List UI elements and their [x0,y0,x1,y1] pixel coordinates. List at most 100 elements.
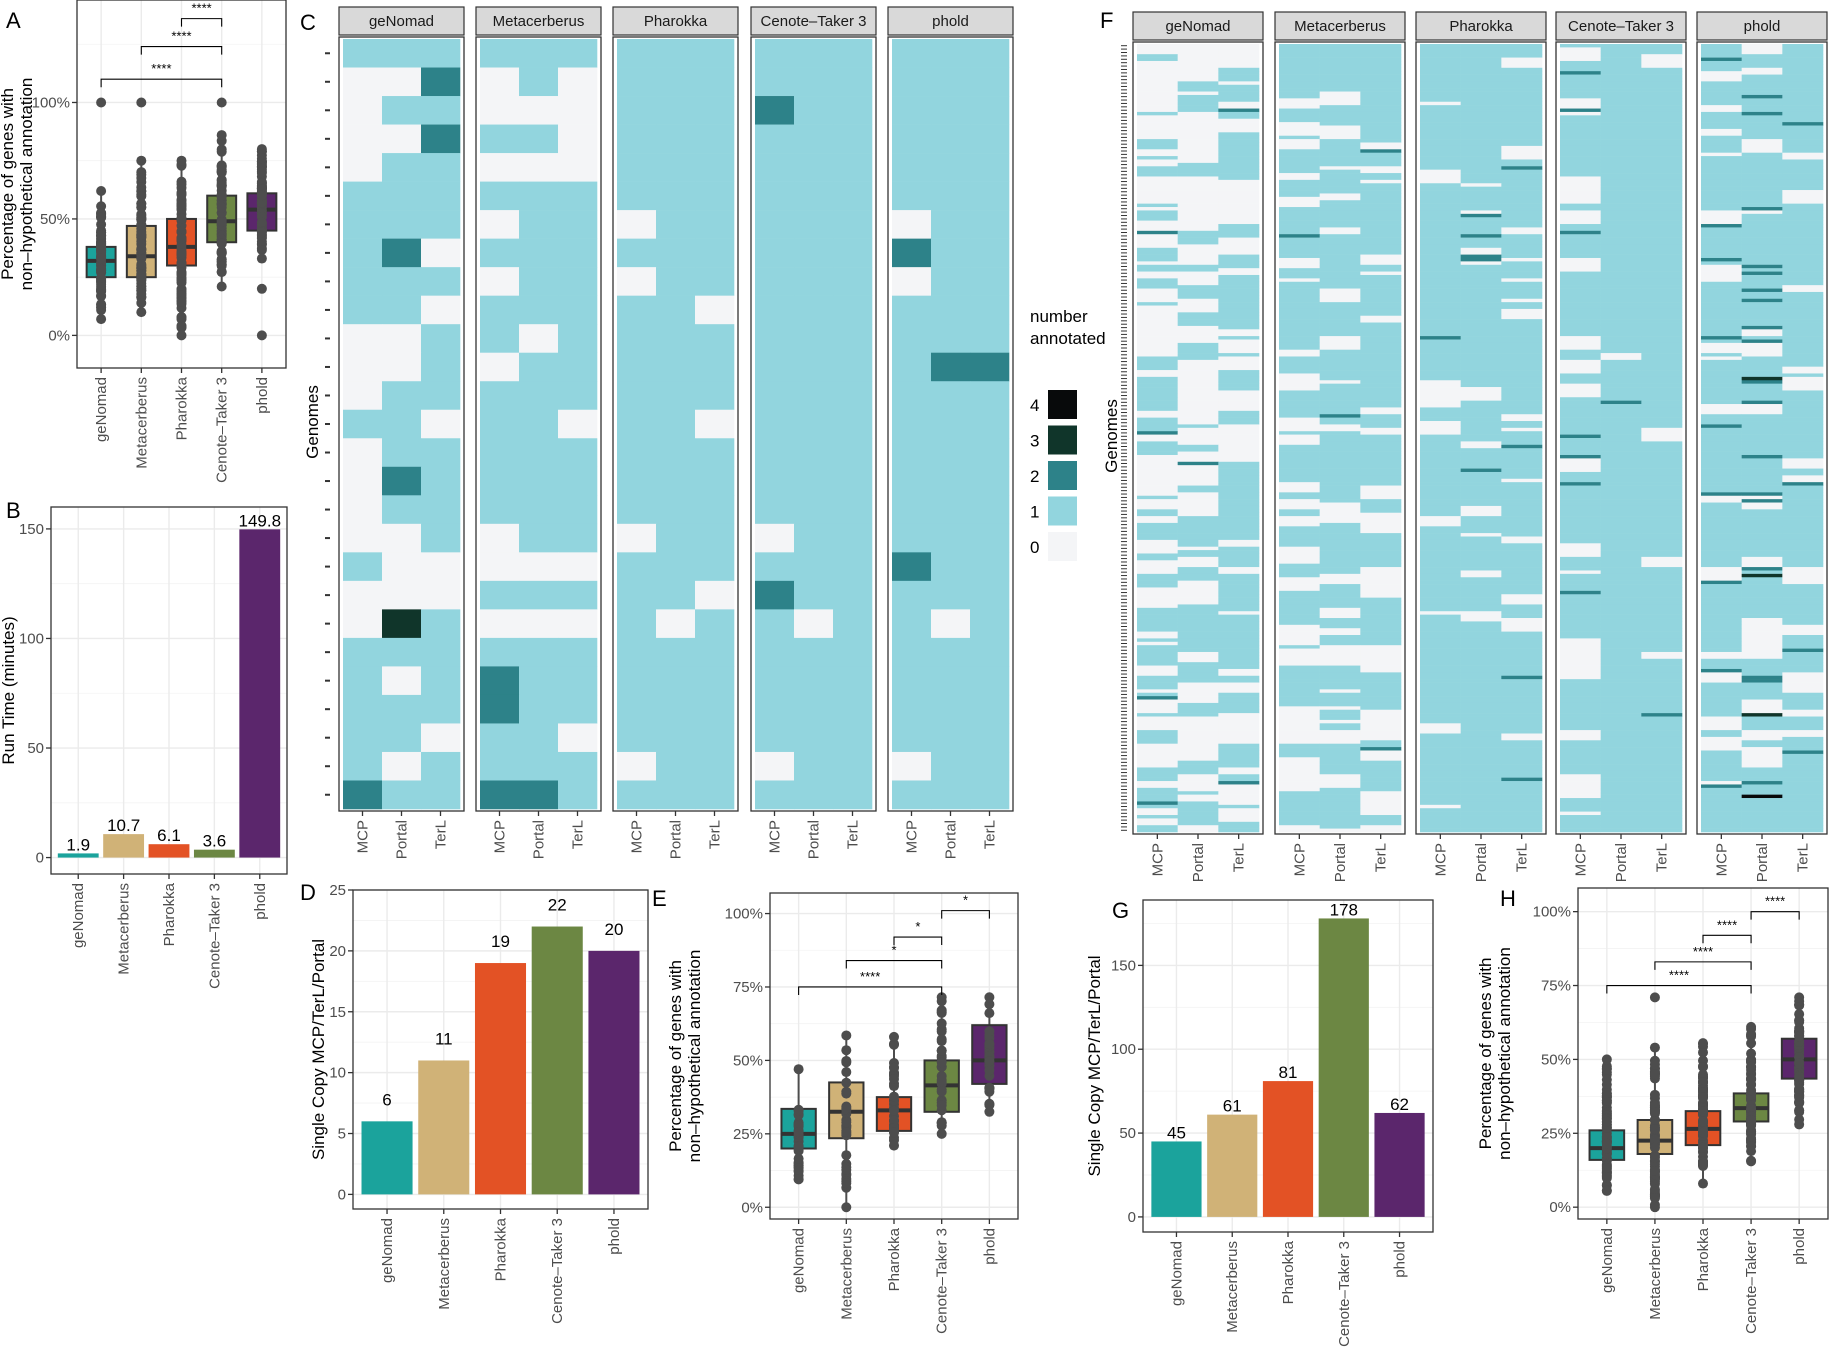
heat-cell [1641,539,1683,544]
heat-cell [1218,465,1260,469]
heat-cell [1501,556,1543,561]
heat-cell [1460,696,1502,700]
heat-cell [1501,241,1543,245]
heat-cell [794,780,834,810]
heat-cell [1782,492,1824,497]
heat-cell [1641,217,1683,221]
heat-cell [1600,740,1642,744]
heat-cell [1600,183,1642,187]
heat-cell [1501,159,1543,164]
heat-cell [1177,794,1219,799]
heat-cell [1701,166,1742,170]
heat-cell [1560,77,1601,82]
heat-cell [1600,251,1642,255]
heat-cell [1501,274,1543,279]
heat-cell [656,694,696,724]
heat-cell [1420,607,1461,612]
heat-cell [1560,359,1601,364]
heat-cell [382,39,422,68]
data-point [841,1150,852,1161]
x-tick-label: Metacerberus [436,1218,453,1310]
heat-cell [1501,329,1543,334]
heat-cell [1279,118,1320,123]
heat-cell [1460,173,1502,177]
heat-cell [1360,176,1402,181]
heat-cell [1177,668,1219,673]
heat-cell [1279,536,1320,541]
heat-cell [1501,156,1543,160]
heat-cell [1137,336,1178,340]
heat-cell [1137,747,1178,751]
data-point [176,179,187,190]
heat-cell [1360,784,1402,789]
heat-cell [1137,207,1178,211]
heat-cell [1218,135,1260,140]
heat-cell [1218,682,1260,687]
data-point [256,227,267,238]
heat-cell [1177,536,1219,541]
heat-cell [1641,696,1683,700]
heat-cell [1360,434,1402,439]
heat-cell [1701,349,1742,354]
heat-cell [1420,522,1461,527]
heat-cell [1360,767,1402,772]
data-point [889,1091,899,1102]
heat-cell [1560,798,1601,802]
heat-cell [1460,424,1502,429]
heat-cell [1137,241,1178,245]
heat-cell [1360,295,1402,300]
heat-cell [1641,359,1683,364]
heat-cell [1279,597,1320,602]
heat-cell [1460,122,1502,126]
heat-cell [1218,781,1260,785]
data-point [1649,1184,1660,1195]
heat-cell [1177,716,1219,721]
heat-cell [1420,234,1461,238]
heat-cell [1501,203,1543,208]
heat-cell [1360,811,1402,816]
heat-cell [1460,774,1502,778]
heat-cell [1701,71,1742,75]
heat-cell [1279,556,1320,561]
heat-cell [1420,702,1461,707]
heat-cell [1279,224,1320,228]
heat-cell [1600,203,1642,208]
heat-cell [1460,118,1502,123]
heat-cell [1460,488,1502,493]
heat-cell [1319,594,1361,598]
heat-cell [1319,261,1361,266]
heat-cell [1137,692,1178,697]
heat-cell [1420,366,1461,371]
heat-cell [1641,312,1683,317]
heat-cell [1279,60,1320,65]
heat-cell [1641,719,1683,724]
heat-cell [1218,60,1260,65]
heat-cell [1741,325,1783,330]
heat-cell [1600,98,1642,103]
heat-cell [1741,64,1783,69]
heat-cell [1279,621,1320,626]
heat-cell [617,780,657,810]
heat-cell [480,352,520,382]
heat-cell [1137,50,1178,55]
heat-cell [1279,499,1320,503]
heat-cell [1641,441,1683,446]
heat-cell [1701,50,1742,55]
heat-cell [1560,339,1601,344]
heat-cell [833,352,873,382]
heat-cell [1641,64,1683,69]
heat-cell [1641,366,1683,371]
heat-cell [1137,539,1178,544]
heat-cell [1600,47,1642,52]
heat-cell [1460,458,1502,463]
heat-cell [1177,485,1219,490]
heat-cell [1560,332,1601,337]
heat-cell [617,381,657,411]
heat-cell [1460,441,1502,446]
bar-genomad [361,1121,413,1195]
heat-cell [1782,383,1824,388]
bar-value-label: 22 [548,896,567,915]
heat-cell [1177,573,1219,578]
heat-cell [1360,268,1402,272]
heat-cell [794,723,834,753]
